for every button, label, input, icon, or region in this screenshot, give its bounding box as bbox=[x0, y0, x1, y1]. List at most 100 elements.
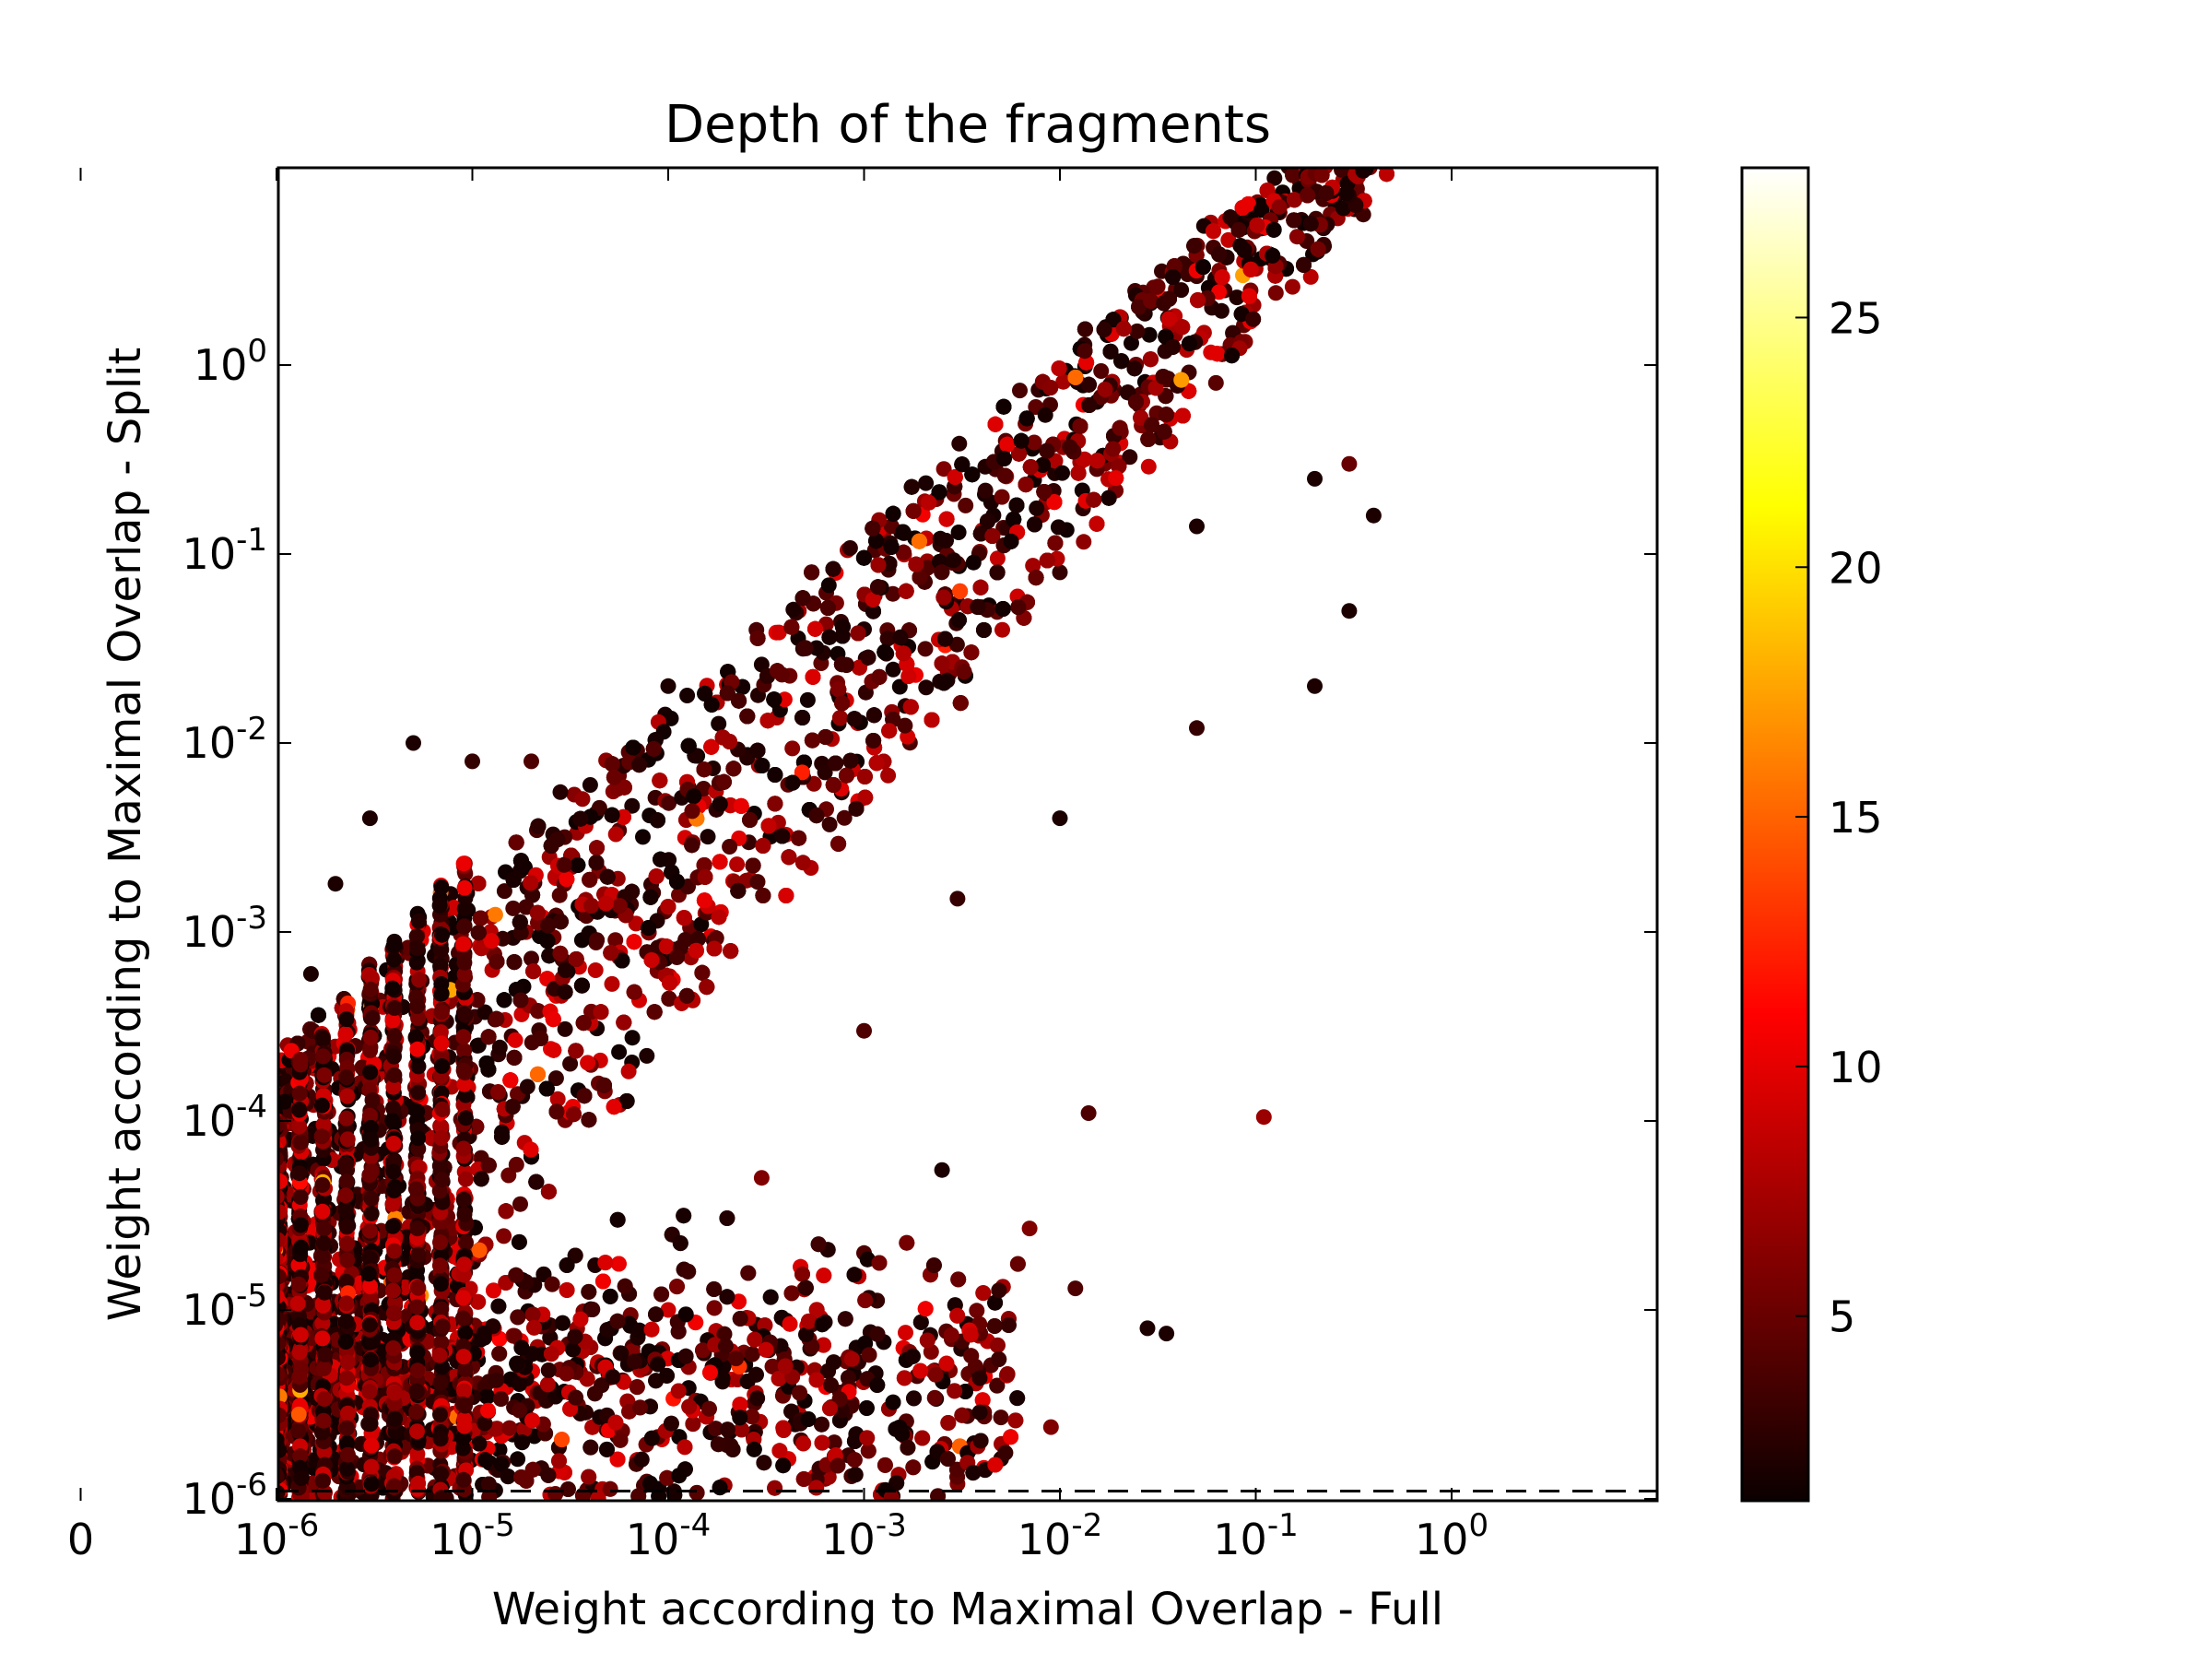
data-point bbox=[1159, 407, 1174, 422]
data-point bbox=[951, 612, 967, 628]
data-point bbox=[698, 869, 713, 885]
data-point bbox=[952, 584, 968, 599]
data-point bbox=[884, 539, 900, 555]
data-point bbox=[471, 876, 487, 891]
data-point bbox=[1206, 223, 1221, 239]
data-point bbox=[1190, 292, 1206, 308]
data-point bbox=[939, 512, 955, 527]
data-point bbox=[1355, 163, 1371, 179]
data-point bbox=[612, 898, 628, 914]
data-point bbox=[871, 557, 887, 572]
data-point bbox=[997, 468, 1013, 484]
data-point bbox=[1325, 153, 1341, 169]
data-point bbox=[647, 1004, 663, 1020]
data-point bbox=[1311, 242, 1326, 257]
data-point bbox=[1214, 303, 1230, 319]
data-point bbox=[767, 796, 782, 811]
data-point bbox=[1141, 459, 1157, 475]
data-point bbox=[821, 630, 837, 645]
data-point bbox=[951, 436, 967, 452]
data-point bbox=[566, 1106, 582, 1122]
data-point bbox=[1071, 466, 1087, 481]
data-point bbox=[963, 644, 979, 660]
data-point bbox=[1195, 259, 1211, 275]
data-point bbox=[362, 810, 378, 826]
data-point bbox=[406, 736, 421, 751]
data-point bbox=[896, 645, 912, 661]
data-point bbox=[1040, 553, 1055, 569]
data-point bbox=[912, 534, 927, 549]
data-point bbox=[530, 1067, 546, 1082]
data-point bbox=[506, 872, 522, 888]
data-point bbox=[1054, 466, 1070, 481]
data-point bbox=[513, 993, 529, 1008]
data-point bbox=[210, 1245, 226, 1261]
data-point bbox=[881, 723, 897, 738]
data-point bbox=[474, 1171, 489, 1186]
data-point bbox=[1296, 257, 1312, 273]
data-point bbox=[649, 868, 665, 884]
data-point bbox=[1108, 470, 1124, 486]
data-point bbox=[755, 888, 771, 903]
data-point bbox=[679, 688, 695, 703]
data-point bbox=[1068, 370, 1084, 385]
data-point bbox=[806, 669, 821, 685]
data-point bbox=[1325, 153, 1341, 169]
data-point bbox=[583, 898, 599, 914]
data-point bbox=[677, 910, 692, 926]
data-point bbox=[1215, 269, 1230, 285]
data-point bbox=[828, 756, 843, 772]
data-point bbox=[1157, 424, 1172, 440]
data-point bbox=[1208, 375, 1224, 391]
data-points bbox=[73, 151, 1394, 1659]
data-point bbox=[704, 697, 720, 713]
data-point bbox=[938, 533, 954, 548]
data-point bbox=[886, 662, 901, 678]
data-point bbox=[954, 456, 970, 472]
data-point bbox=[921, 495, 936, 511]
data-point bbox=[966, 555, 982, 571]
data-point bbox=[716, 774, 732, 790]
data-point bbox=[754, 1170, 770, 1185]
data-point bbox=[725, 761, 741, 776]
data-point bbox=[880, 768, 896, 784]
data-point bbox=[589, 932, 605, 948]
data-point bbox=[899, 584, 914, 599]
data-point bbox=[600, 869, 616, 885]
data-point bbox=[784, 740, 800, 756]
data-point bbox=[839, 768, 854, 784]
data-point bbox=[1067, 1280, 1083, 1296]
data-point bbox=[496, 1228, 512, 1244]
data-point bbox=[694, 965, 710, 981]
data-point bbox=[1010, 599, 1026, 615]
data-point bbox=[1285, 279, 1300, 295]
data-point bbox=[750, 874, 766, 890]
data-point bbox=[1245, 312, 1261, 327]
data-point bbox=[818, 729, 833, 745]
data-point bbox=[552, 946, 568, 961]
data-point bbox=[1129, 324, 1145, 339]
data-point bbox=[681, 738, 697, 754]
data-point bbox=[1073, 419, 1088, 434]
data-point bbox=[625, 1030, 641, 1045]
data-point bbox=[711, 716, 726, 732]
data-point bbox=[700, 829, 716, 844]
data-point bbox=[995, 601, 1011, 617]
data-point bbox=[621, 1064, 637, 1079]
data-point bbox=[832, 710, 848, 725]
data-point bbox=[869, 755, 885, 771]
data-point bbox=[1165, 269, 1181, 285]
data-point bbox=[1173, 372, 1189, 388]
data-point bbox=[572, 811, 588, 827]
data-point bbox=[785, 775, 801, 791]
data-point bbox=[904, 479, 920, 495]
data-point bbox=[1086, 492, 1101, 508]
data-point bbox=[730, 883, 746, 899]
data-point bbox=[934, 564, 949, 580]
data-point bbox=[1287, 151, 1302, 167]
data-point bbox=[1182, 336, 1197, 351]
data-point bbox=[978, 483, 994, 499]
data-point bbox=[684, 837, 700, 853]
data-point bbox=[1081, 397, 1097, 413]
data-point bbox=[481, 1158, 497, 1174]
